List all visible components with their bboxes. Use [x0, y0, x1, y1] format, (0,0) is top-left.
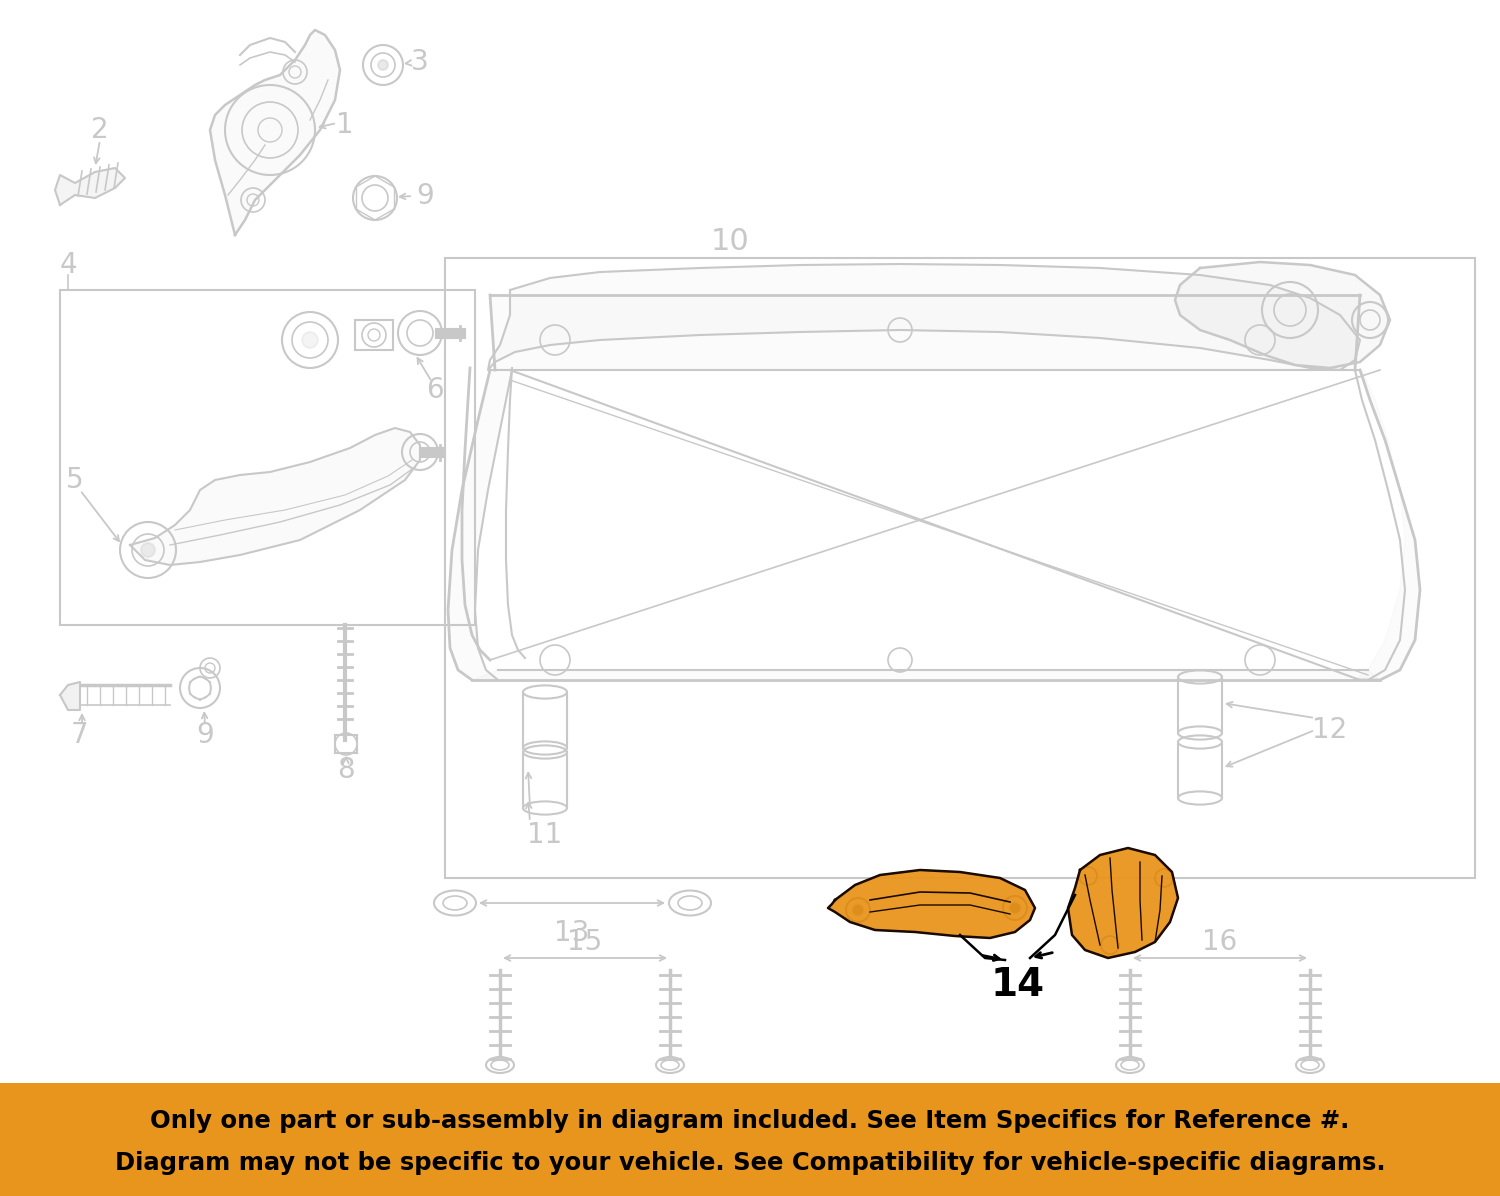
Polygon shape — [130, 428, 420, 565]
Text: 1: 1 — [336, 111, 354, 139]
Text: Diagram may not be specific to your vehicle. See Compatibility for vehicle-speci: Diagram may not be specific to your vehi… — [114, 1151, 1386, 1174]
Text: Only one part or sub-assembly in diagram included. See Item Specifics for Refere: Only one part or sub-assembly in diagram… — [150, 1109, 1350, 1133]
Text: 11: 11 — [528, 820, 562, 849]
Circle shape — [378, 60, 388, 71]
Text: 6: 6 — [426, 376, 444, 404]
Circle shape — [302, 332, 318, 348]
Text: 2: 2 — [92, 116, 110, 144]
Polygon shape — [1068, 848, 1178, 958]
Text: 16: 16 — [1203, 928, 1237, 956]
Text: 4: 4 — [58, 251, 76, 279]
Circle shape — [141, 543, 154, 557]
Polygon shape — [490, 295, 1360, 370]
Text: 3: 3 — [411, 48, 429, 77]
Text: 13: 13 — [555, 919, 590, 947]
Polygon shape — [60, 682, 80, 710]
Polygon shape — [488, 264, 1360, 370]
Circle shape — [852, 904, 864, 916]
Text: 7: 7 — [70, 721, 88, 749]
Bar — [356, 321, 393, 350]
Text: 14: 14 — [992, 966, 1045, 1003]
Text: 8: 8 — [338, 756, 356, 785]
Circle shape — [1010, 902, 1022, 914]
Text: 12: 12 — [1312, 716, 1347, 744]
Text: 9: 9 — [416, 182, 434, 210]
Bar — [60, 289, 476, 626]
Bar — [334, 736, 357, 753]
Polygon shape — [210, 30, 340, 234]
Polygon shape — [472, 670, 1380, 681]
Polygon shape — [1174, 262, 1390, 368]
Bar — [0, 1084, 1500, 1196]
Polygon shape — [56, 167, 125, 205]
Bar — [446, 258, 1474, 878]
Text: 9: 9 — [196, 721, 214, 749]
Polygon shape — [828, 869, 1035, 938]
Text: 15: 15 — [567, 928, 603, 956]
Text: 10: 10 — [711, 227, 750, 256]
Text: 5: 5 — [66, 466, 84, 494]
Polygon shape — [1354, 370, 1420, 681]
Polygon shape — [448, 370, 512, 681]
